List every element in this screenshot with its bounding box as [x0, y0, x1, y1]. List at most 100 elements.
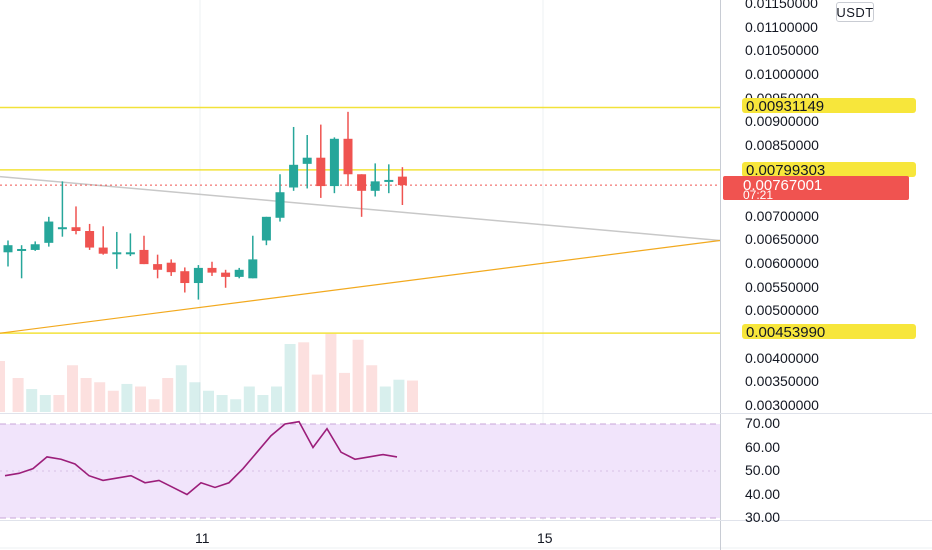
price-tick-label: 0.01100000 — [745, 18, 818, 35]
volume-bar — [352, 339, 364, 412]
candle — [3, 240, 13, 267]
candle-body — [384, 179, 394, 182]
volume-bar — [271, 386, 282, 412]
candle-body — [221, 272, 231, 277]
candle-body — [370, 181, 380, 191]
volume-bar — [216, 395, 228, 412]
volume-bar — [284, 344, 296, 412]
candle — [384, 164, 394, 194]
candle — [370, 163, 380, 197]
volume-bar — [39, 395, 51, 412]
candle — [343, 111, 353, 187]
candle-body — [193, 267, 203, 284]
price-tick-label: 0.00550000 — [745, 278, 819, 295]
candle — [275, 174, 285, 222]
candle — [193, 265, 203, 300]
volume-bar — [203, 390, 214, 412]
candle-body — [71, 227, 81, 232]
price-tick-label: 0.01050000 — [745, 42, 819, 59]
candle — [397, 167, 407, 205]
candle — [329, 137, 339, 194]
candle — [357, 174, 367, 217]
currency-selector[interactable]: USDT — [836, 2, 874, 22]
volume-bar — [121, 383, 133, 412]
candle — [153, 254, 163, 279]
price-tick-label: 0.01000000 — [745, 65, 819, 82]
candle-body — [343, 138, 353, 175]
rsi-tick-label: 30.00 — [745, 509, 781, 525]
volume-bar — [325, 333, 337, 412]
candle — [71, 206, 81, 235]
price-tick-label: 0.00300000 — [745, 397, 819, 413]
ascending-trendline — [0, 239, 721, 334]
candle-body — [275, 192, 285, 218]
volume-bar — [230, 399, 242, 412]
volume-bar — [148, 399, 160, 412]
candle-body — [153, 264, 163, 270]
volume-bar — [53, 395, 65, 412]
time-tick-11: 11 — [195, 530, 210, 546]
candle-body — [139, 249, 149, 265]
candle — [85, 223, 95, 250]
price-tick-label: 0.01150000 — [745, 0, 818, 11]
candle — [98, 226, 108, 255]
candle — [248, 235, 258, 279]
descending-trendline — [0, 175, 721, 242]
current-price-label: 0.00767001 07:21 — [723, 176, 909, 202]
rsi-tick-label: 40.00 — [745, 485, 781, 502]
support-level-label: 0.00799303 — [742, 162, 916, 179]
resistance-level-label: 0.00931149 — [742, 98, 916, 115]
candlesticks — [3, 111, 407, 300]
candle-body — [180, 271, 190, 284]
candle — [44, 216, 54, 247]
volume-bar — [162, 378, 174, 412]
candle-countdown: 07:21 — [743, 188, 774, 202]
candle-body — [316, 157, 326, 187]
volume-bar — [339, 372, 350, 412]
candle-body — [85, 231, 95, 248]
volume-bar — [257, 395, 269, 412]
candle-body — [357, 174, 367, 191]
candle-body — [125, 252, 135, 255]
price-tick-label: 0.00850000 — [745, 136, 819, 153]
candle — [125, 233, 135, 257]
volume-bar — [189, 382, 201, 412]
candle-body — [302, 157, 312, 164]
rsi-tick-label: 60.00 — [745, 438, 781, 455]
volume-bar — [175, 365, 187, 412]
price-tick-label: 0.00700000 — [745, 207, 819, 224]
candle — [221, 269, 231, 288]
volume-bar — [107, 390, 119, 412]
volume-bar — [379, 386, 391, 412]
candle — [57, 181, 67, 237]
rsi-polyline — [4, 420, 398, 496]
volume-bar — [94, 382, 106, 412]
low-level-label: 0.00453990 — [742, 324, 916, 341]
candle-body — [30, 244, 40, 250]
rsi-line — [4, 420, 398, 496]
candle-body — [98, 247, 108, 254]
rsi-panel — [0, 423, 720, 519]
volume-bar — [0, 361, 5, 412]
volume-bar — [311, 374, 323, 412]
price-tick-label: 0.00400000 — [745, 349, 819, 366]
candle — [180, 267, 190, 293]
candle-body — [248, 259, 258, 279]
candle-body — [207, 267, 217, 273]
candle-body — [234, 269, 244, 277]
candle-body — [166, 262, 176, 273]
price-tick-label: 0.00650000 — [745, 231, 819, 248]
candle-body — [289, 164, 299, 188]
rsi-tick-label: 50.00 — [745, 462, 781, 478]
candle-body — [57, 227, 67, 230]
volume-bar — [67, 365, 78, 412]
rsi-tick-label: 70.00 — [745, 415, 781, 431]
candle-body — [397, 176, 407, 186]
candle — [17, 245, 27, 279]
candle-body — [112, 252, 122, 255]
candle — [166, 259, 176, 276]
price-tick-label: 0.00350000 — [745, 373, 819, 390]
candle-body — [44, 221, 54, 243]
price-tick-label: 0.00600000 — [745, 255, 819, 272]
